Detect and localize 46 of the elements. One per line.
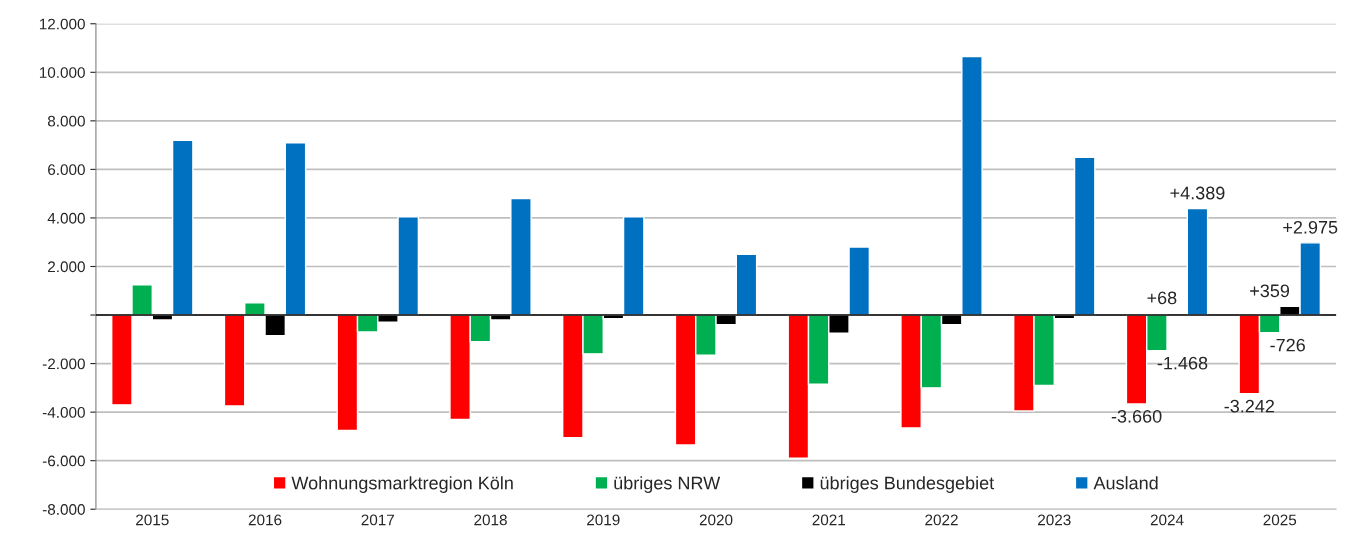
- data-label: +4.389: [1170, 186, 1225, 200]
- y-tick-label: -8.000: [42, 504, 85, 515]
- bar: [1073, 156, 1096, 316]
- y-tick-label: -4.000: [42, 407, 85, 418]
- x-tick-label: 2015: [136, 514, 169, 526]
- x-tick-label: 2018: [474, 514, 507, 526]
- data-label: +359: [1250, 284, 1290, 298]
- y-tick-label: 12.000: [39, 18, 85, 30]
- y-tick-label: 4.000: [47, 212, 85, 224]
- y-tick-label: 6.000: [48, 164, 85, 176]
- data-label: -3.660: [1111, 409, 1162, 423]
- legend-label: übriges Bundesgebiet: [820, 476, 995, 493]
- x-tick-label: 2017: [361, 514, 395, 526]
- bar: [961, 55, 983, 316]
- x-tick-label: 2021: [812, 514, 846, 526]
- x-tick-label: 2022: [925, 514, 958, 526]
- bar: [111, 314, 133, 406]
- x-tick-label: 2023: [1038, 514, 1071, 526]
- y-tick-label: 10.000: [39, 67, 85, 78]
- data-label: -1.468: [1157, 356, 1208, 370]
- y-tick-label: 8.000: [47, 115, 85, 127]
- bar: [735, 253, 758, 316]
- bar: [131, 283, 153, 316]
- bar: [244, 302, 266, 316]
- bar: [284, 142, 307, 316]
- x-tick-label: 2025: [1263, 514, 1297, 526]
- bar: [171, 139, 194, 316]
- data-label: -3.242: [1224, 399, 1275, 413]
- y-tick-label: 2.000: [48, 261, 85, 273]
- bar: [622, 216, 645, 316]
- bar: [510, 197, 532, 316]
- bar: [848, 246, 871, 316]
- bar: [223, 314, 246, 407]
- x-tick-label: 2016: [248, 514, 282, 526]
- legend-label: übriges NRW: [614, 476, 721, 493]
- data-label: +2.975: [1283, 220, 1338, 234]
- y-tick-label: -6.000: [42, 455, 85, 467]
- legend-label: Ausland: [1093, 476, 1158, 490]
- x-tick-label: 2024: [1150, 514, 1184, 526]
- data-label: +68: [1147, 291, 1177, 305]
- y-tick-label: -2.000: [42, 358, 85, 370]
- bar: [397, 216, 420, 316]
- legend-label: Wohnungsmarktregion Köln: [291, 476, 513, 493]
- data-label: -726: [1270, 338, 1305, 352]
- x-tick-label: 2019: [587, 514, 620, 526]
- x-tick-label: 2020: [699, 514, 733, 526]
